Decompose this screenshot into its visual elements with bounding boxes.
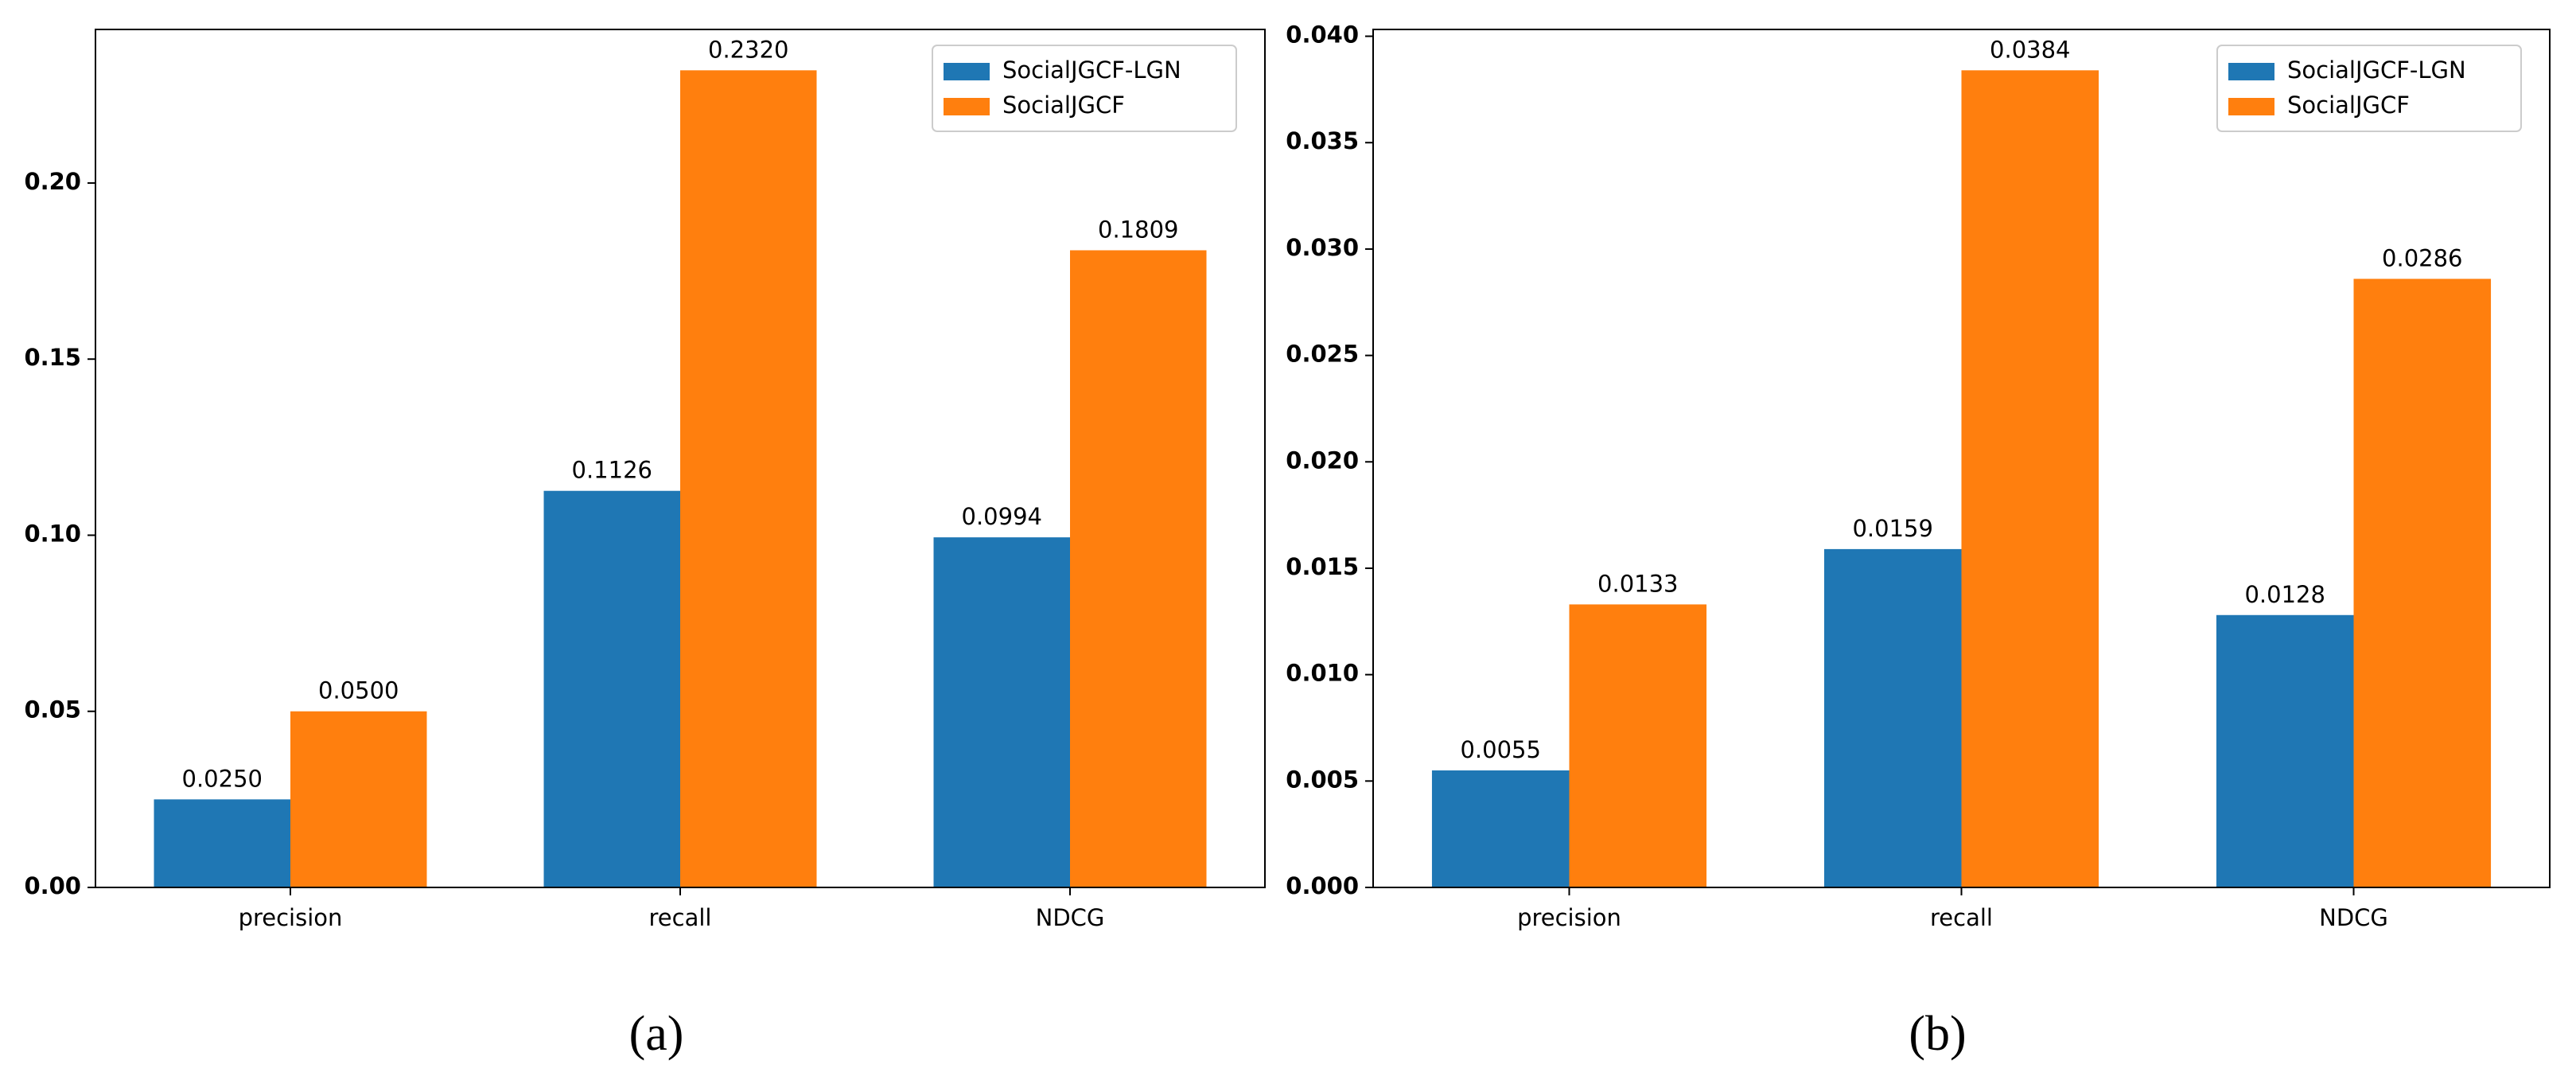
bar <box>1823 548 1962 887</box>
legend-box <box>932 45 1237 132</box>
legend-swatch <box>944 63 990 80</box>
x-tick-label: recall <box>649 904 712 931</box>
y-tick-label: 0.015 <box>1286 553 1359 580</box>
y-tick-label: 0.030 <box>1286 234 1359 261</box>
caption: (b) <box>1909 1007 1966 1061</box>
bar <box>290 711 427 887</box>
x-tick-label: NDCG <box>2319 904 2388 931</box>
bar <box>1961 70 2099 887</box>
value-label: 0.0128 <box>2244 581 2325 608</box>
y-tick-label: 0.10 <box>24 520 81 547</box>
y-tick-label: 0.040 <box>1286 21 1359 49</box>
bar <box>1431 770 1570 887</box>
legend-box <box>2216 45 2522 132</box>
legend-swatch <box>2228 98 2274 115</box>
bar <box>1569 604 1707 887</box>
x-tick-label: precision <box>1517 904 1621 931</box>
bar <box>933 537 1070 887</box>
y-tick-label: 0.00 <box>24 872 81 899</box>
x-tick-label: NDCG <box>1036 904 1105 931</box>
value-label: 0.0055 <box>1460 736 1540 763</box>
x-tick-label: recall <box>1930 904 1993 931</box>
bar <box>1070 250 1207 887</box>
axes-frame <box>95 29 1266 888</box>
bar <box>154 799 290 887</box>
value-label: 0.1809 <box>1098 216 1178 243</box>
value-label: 0.2320 <box>708 36 788 63</box>
y-tick-label: 0.020 <box>1286 447 1359 474</box>
value-label: 0.0159 <box>1852 515 1932 542</box>
value-label: 0.0133 <box>1597 570 1678 597</box>
legend-label: SocialJGCF-LGN <box>1002 57 1181 84</box>
value-label: 0.0286 <box>2382 244 2462 271</box>
y-tick-label: 0.005 <box>1286 766 1359 793</box>
y-tick-label: 0.010 <box>1286 660 1359 687</box>
y-tick-label: 0.20 <box>24 168 81 195</box>
bar <box>680 70 817 887</box>
value-label: 0.0250 <box>182 765 263 792</box>
bar <box>2216 614 2354 887</box>
value-label: 0.0500 <box>318 677 399 704</box>
value-label: 0.0994 <box>962 503 1042 530</box>
x-tick-label: precision <box>239 904 343 931</box>
bar <box>543 490 680 887</box>
legend-swatch <box>2228 63 2274 80</box>
y-tick-label: 0.05 <box>24 696 81 723</box>
y-tick-label: 0.025 <box>1286 341 1359 368</box>
legend-label: SocialJGCF <box>1002 92 1125 119</box>
legend-label: SocialJGCF-LGN <box>2287 57 2466 84</box>
y-tick-label: 0.035 <box>1286 127 1359 154</box>
caption: (a) <box>629 1007 684 1061</box>
legend-label: SocialJGCF <box>2287 92 2410 119</box>
y-tick-label: 0.15 <box>24 344 81 371</box>
y-tick-label: 0.000 <box>1286 872 1359 899</box>
value-label: 0.0384 <box>1990 36 2070 63</box>
axes-frame <box>1372 29 2551 888</box>
value-label: 0.1126 <box>572 457 652 484</box>
legend-swatch <box>944 98 990 115</box>
bar <box>2353 279 2492 887</box>
